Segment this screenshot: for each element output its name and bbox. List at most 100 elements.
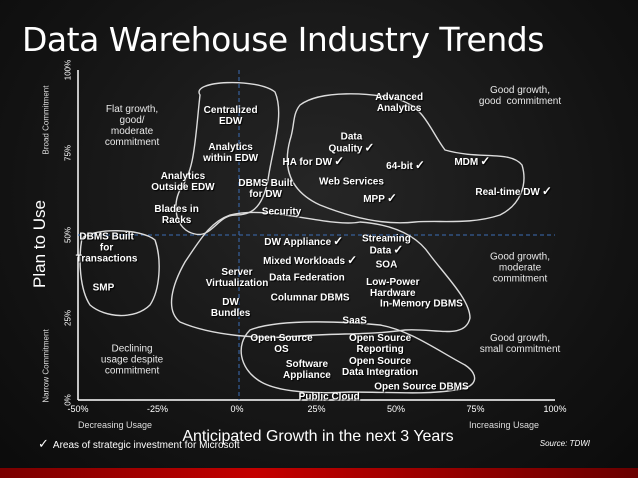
data-point-label: MPP ✓: [363, 192, 397, 205]
data-point-label: Web Services: [319, 177, 384, 188]
quadrant-annotation: Flat growth, good/ moderate commitment: [104, 104, 160, 149]
data-point-label: In-Memory DBMS: [380, 299, 463, 310]
x-tick-label: 50%: [386, 404, 406, 414]
data-point-label: Centralized EDW: [204, 105, 258, 127]
data-point-label: SaaS: [342, 315, 366, 326]
point-text: Open Source DBMS: [374, 381, 469, 393]
data-point-label: Data Federation: [269, 272, 345, 283]
point-text: Streaming Data: [362, 233, 411, 257]
x-tick-label: 0%: [230, 404, 244, 414]
check-icon: ✓: [414, 157, 425, 172]
x-tick-label: -50%: [67, 404, 89, 414]
y-tick-label: 25%: [63, 309, 73, 326]
data-point-label: Software Appliance: [283, 359, 331, 381]
data-point-label: SOA: [376, 259, 398, 270]
data-point-label: DW Bundles: [211, 297, 250, 319]
point-text: 64-bit: [386, 160, 413, 172]
check-icon: ✓: [393, 242, 404, 257]
y-high-label: Broad Commitment: [41, 85, 51, 155]
point-text: Security: [261, 206, 302, 218]
legend-text: Areas of strategic investment for Micros…: [52, 440, 240, 451]
check-icon: ✓: [38, 436, 49, 451]
point-text: Open Source OS: [250, 332, 313, 355]
x-tick-label: 75%: [466, 404, 485, 414]
data-point-label: Open Source Reporting: [349, 333, 411, 355]
point-text: Public Cloud: [298, 391, 360, 403]
check-icon: ✓: [347, 253, 358, 268]
data-point-label: Open Source DBMS: [374, 381, 468, 392]
data-point-label: Open Source OS: [250, 333, 312, 355]
point-text: Blades in Racks: [154, 204, 199, 227]
data-point-label: HA for DW ✓: [282, 154, 345, 169]
source-note: Source: TDWI: [539, 439, 590, 448]
data-point-label: Data Quality ✓: [328, 131, 374, 154]
y-tick-label: 75%: [63, 144, 73, 161]
point-text: Server Virtualization: [205, 266, 269, 289]
data-point-label: Advanced Analytics: [375, 92, 423, 114]
page-title: Data Warehouse Industry Trends: [22, 20, 544, 59]
data-point-label: Low-Power Hardware: [366, 277, 419, 299]
data-point-label: Security: [262, 206, 301, 217]
point-text: SOA: [375, 259, 398, 271]
point-text: DBMS Built for Transactions: [75, 231, 138, 265]
point-text: Mixed Workloads: [263, 256, 346, 268]
quadrant-annotation: Good growth, small commitment: [479, 332, 561, 355]
quadrant-annotation: Good growth, good commitment: [478, 85, 562, 108]
point-text: MPP: [363, 193, 385, 205]
quadrant-annotation: Good growth, moderate commitment: [489, 251, 551, 285]
point-text: Centralized EDW: [203, 105, 258, 128]
point-text: Software Appliance: [283, 359, 331, 382]
data-point-label: Analytics within EDW: [203, 142, 258, 164]
point-text: SaaS: [342, 315, 367, 327]
group-outline-growth: [286, 93, 525, 224]
point-text: Real-time DW: [475, 187, 540, 199]
point-text: Data Federation: [269, 272, 345, 284]
check-icon: ✓: [364, 140, 375, 155]
point-text: Open Source Reporting: [348, 332, 412, 355]
y-tick-label: 50%: [63, 226, 73, 244]
check-icon: ✓: [541, 184, 552, 199]
x-low-label: Decreasing Usage: [78, 420, 153, 430]
data-point-label: MDM ✓: [454, 154, 491, 169]
point-text: HA for DW: [282, 157, 333, 169]
point-text: MDM: [454, 157, 479, 169]
data-point-label: Columnar DBMS: [271, 292, 350, 303]
check-icon: ✓: [334, 154, 345, 169]
point-text: Columnar DBMS: [270, 292, 350, 304]
data-point-label: Mixed Workloads ✓: [263, 253, 358, 268]
data-point-label: DBMS Built for DW: [238, 178, 292, 200]
y-axis-label: Plan to Use: [30, 200, 49, 288]
data-point-label: Real-time DW ✓: [475, 184, 552, 199]
data-point-label: SMP: [93, 282, 115, 293]
x-axis-label: Anticipated Growth in the next 3 Years: [182, 428, 454, 445]
point-text: SMP: [92, 282, 115, 294]
x-high-label: Increasing Usage: [469, 420, 540, 430]
x-tick-label: 25%: [307, 404, 326, 414]
x-tick-label: -25%: [146, 404, 169, 414]
check-icon: ✓: [480, 154, 491, 169]
group-outline-appliance: [170, 211, 471, 339]
point-text: Low-Power Hardware: [366, 276, 420, 299]
data-point-label: Streaming Data ✓: [362, 233, 411, 256]
point-text: Web Services: [319, 176, 384, 188]
y-tick-label: 100%: [63, 59, 73, 81]
point-text: Data Quality: [328, 131, 363, 155]
group-outline-legacy: [79, 230, 160, 317]
footer-bar: [0, 468, 638, 478]
group-outline-analytics: [175, 81, 280, 236]
quadrant-annotation: Declining usage despite commitment: [100, 343, 164, 377]
data-point-label: DBMS Built for Transactions: [76, 232, 138, 265]
point-text: Analytics Outside EDW: [151, 171, 215, 194]
point-text: Analytics within EDW: [203, 141, 259, 164]
data-point-label: Analytics Outside EDW: [151, 171, 214, 193]
data-point-label: 64-bit ✓: [386, 157, 425, 172]
check-icon: ✓: [333, 233, 344, 248]
data-point-label: Open Source Data Integration: [342, 356, 418, 378]
data-point-label: Server Virtualization: [206, 267, 269, 289]
point-text: DW Appliance: [264, 236, 332, 248]
legend: ✓ Areas of strategic investment for Micro…: [38, 436, 240, 452]
y-tick-label: 0%: [63, 394, 73, 406]
data-point-label: Public Cloud: [299, 391, 360, 402]
data-point-label: DW Appliance ✓: [264, 233, 344, 248]
